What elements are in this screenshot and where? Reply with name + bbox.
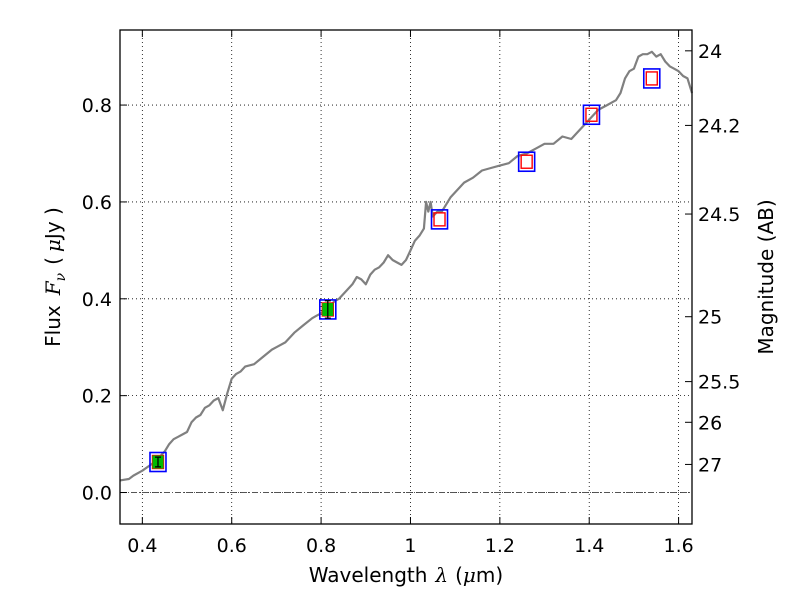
y-axis-label: Flux Fν ( μJy ) xyxy=(41,207,69,347)
y2-tick-label: 24.2 xyxy=(698,115,740,137)
y-axis-label-open: ( xyxy=(41,257,65,265)
x-axis-label: Wavelength λ (μm) xyxy=(309,563,503,587)
x-tick-label: 0.8 xyxy=(306,535,336,557)
x-axis-label-mu: μ xyxy=(463,563,476,587)
y2-tick-label: 27 xyxy=(698,454,722,476)
y2-tick-label: 26 xyxy=(698,412,722,434)
ticks xyxy=(120,30,692,524)
y2-tick-label: 25.5 xyxy=(698,372,740,394)
y-axis-label-nu: ν xyxy=(53,272,69,281)
tick-labels: 0.4 0.6 0.8 1 1.2 1.4 1.6 0.0 0.2 0.4 0.6 0.8 24 24.2… xyxy=(82,41,741,557)
photometry-box xyxy=(430,209,449,230)
y2-axis-label: Magnitude (AB) xyxy=(754,199,778,354)
x-tick-label: 1.2 xyxy=(485,535,515,557)
model-marker xyxy=(433,212,446,227)
spectrum-line xyxy=(119,50,694,482)
x-tick-label: 0.6 xyxy=(217,535,247,557)
x-tick-label: 1.6 xyxy=(663,535,693,557)
plot-area xyxy=(120,30,692,524)
plot-frame xyxy=(119,29,693,525)
x-axis-label-unit: m) xyxy=(476,563,503,587)
y2-tick-label: 24.5 xyxy=(698,204,740,226)
y2-tick-label: 25 xyxy=(698,307,722,329)
x-axis-label-word: Wavelength xyxy=(309,563,428,587)
y-axis-label-unit: Jy ) xyxy=(41,207,65,241)
model-marker xyxy=(520,154,533,169)
photometry-box xyxy=(517,151,536,173)
photometry-box xyxy=(642,68,661,89)
y-tick-label: 0.2 xyxy=(82,386,112,408)
x-axis-label-open: ( xyxy=(455,563,463,587)
y-axis-label-F: F xyxy=(41,280,65,296)
x-tick-label: 1 xyxy=(404,535,416,557)
y-axis-label-mu: μ xyxy=(41,239,65,252)
y-tick-label: 0.0 xyxy=(82,483,112,505)
photometry-box xyxy=(318,299,337,320)
photometry-box xyxy=(582,104,601,126)
x-tick-label: 1.4 xyxy=(574,535,604,557)
x-axis-label-lambda: λ xyxy=(434,563,448,587)
photometry-box xyxy=(149,451,167,473)
y-tick-label: 0.8 xyxy=(82,95,112,117)
y-tick-label: 0.6 xyxy=(82,192,112,214)
model-marker xyxy=(645,71,658,86)
markers-group xyxy=(149,68,661,473)
spectrum-group xyxy=(119,50,694,482)
y-axis-label-word: Flux xyxy=(41,305,65,347)
model-marker xyxy=(585,107,598,122)
x-tick-label: 0.4 xyxy=(127,535,157,557)
y-tick-label: 0.4 xyxy=(82,289,112,311)
y2-tick-label: 24 xyxy=(698,41,722,63)
